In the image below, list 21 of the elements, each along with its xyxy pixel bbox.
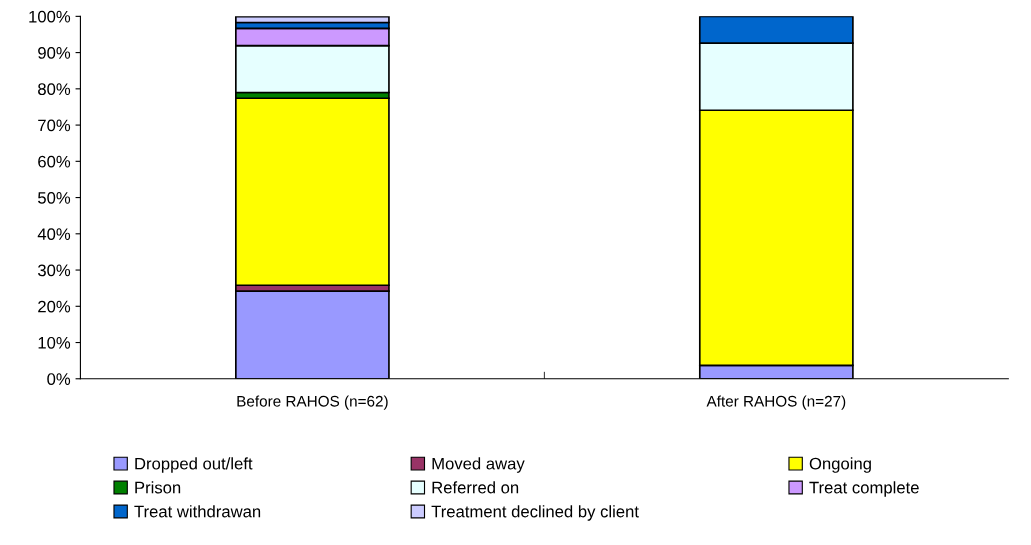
legend-label: Treatment declined by client [431,505,639,521]
x-tick-label: After RAHOS (n=27) [706,395,846,410]
y-tick-label: 40% [37,228,71,241]
y-tick-label: 100% [29,10,71,23]
legend-label: Referred on [432,481,519,494]
y-tick-label: 90% [38,46,71,59]
legend-label: Moved away [432,457,525,473]
y-tick-label: 50% [38,191,71,204]
y-tick-label: 20% [38,300,71,313]
legend-label: Treat withdrawan [134,505,261,518]
legend-label: Prison [135,481,181,494]
x-tick-label: Before RAHOS (n=62) [237,395,388,410]
y-tick-label: 10% [38,336,71,349]
legend-label: Dropped out/left [135,457,253,473]
y-tick-label: 80% [38,83,71,96]
legend-label: Treat complete [809,481,919,497]
legend-label: Ongoing [809,457,871,473]
y-tick-label: 0% [47,373,71,385]
y-tick-label: 60% [38,155,71,168]
y-tick-label: 30% [37,264,71,277]
y-tick-label: 70% [38,119,71,132]
